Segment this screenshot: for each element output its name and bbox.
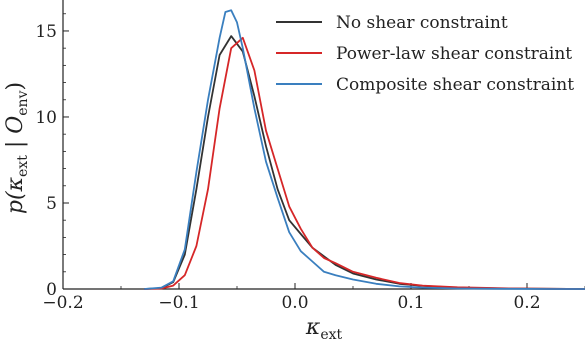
- series-layer: [144, 9, 585, 290]
- legend-label-1: No shear constraint: [336, 13, 508, 33]
- y-tick-label: 10: [35, 108, 57, 128]
- y-tick-label: 15: [35, 22, 57, 42]
- y-axis-ticks: 0 5 10 15: [35, 13, 69, 300]
- x-tick-label: −0.2: [42, 293, 83, 313]
- y-axis-label: p(κext | Oenv): [3, 82, 31, 214]
- legend: No shear constraint Power-law shear const…: [276, 13, 574, 95]
- x-tick-label: 0.2: [513, 293, 540, 313]
- x-tick-label: −0.1: [158, 293, 199, 313]
- series-line-2: [144, 36, 585, 290]
- x-axis-ticks: −0.2 −0.1 0.0 0.1 0.2: [42, 283, 585, 313]
- series-line-3: [144, 9, 585, 290]
- x-axis-label: κext: [305, 315, 343, 343]
- x-tick-label: 0.1: [397, 293, 424, 313]
- legend-label-3: Composite shear constraint: [336, 75, 574, 95]
- y-tick-label: 5: [46, 194, 57, 214]
- x-tick-label: 0.0: [281, 293, 308, 313]
- legend-label-2: Power-law shear constraint: [336, 44, 572, 64]
- y-tick-label: 0: [46, 280, 57, 300]
